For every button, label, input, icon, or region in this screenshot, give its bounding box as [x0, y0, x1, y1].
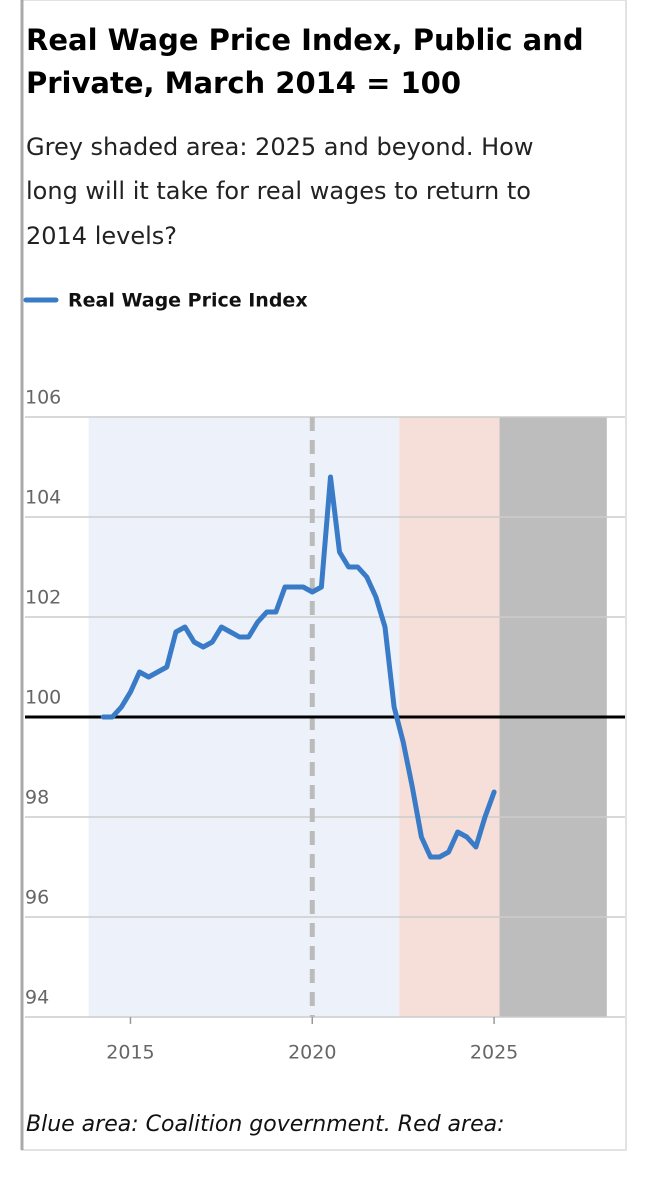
data-line — [100, 474, 497, 860]
legend-label: Real Wage Price Index — [68, 290, 308, 312]
y-tick-label: 98 — [25, 787, 49, 809]
y-tick-label: 106 — [25, 387, 61, 409]
subtitle: long will it take for real wages to retu… — [26, 177, 531, 205]
x-tick-label: 2015 — [106, 1042, 154, 1064]
y-tick-label: 96 — [25, 887, 49, 909]
y-tick-label: 104 — [25, 487, 61, 509]
chart-title: Real Wage Price Index, Public and — [26, 23, 584, 57]
y-tick-label: 102 — [25, 587, 61, 609]
x-tick-label: 2020 — [288, 1042, 336, 1064]
footnote: Blue area: Coalition government. Red are… — [26, 1112, 505, 1137]
subtitle: 2014 levels? — [26, 222, 177, 250]
y-tick-label: 100 — [25, 687, 61, 709]
x-tick-label: 2025 — [470, 1042, 518, 1064]
chart-title: Private, March 2014 = 100 — [26, 66, 461, 100]
subtitle: Grey shaded area: 2025 and beyond. How — [26, 133, 534, 161]
y-tick-label: 94 — [25, 987, 49, 1009]
